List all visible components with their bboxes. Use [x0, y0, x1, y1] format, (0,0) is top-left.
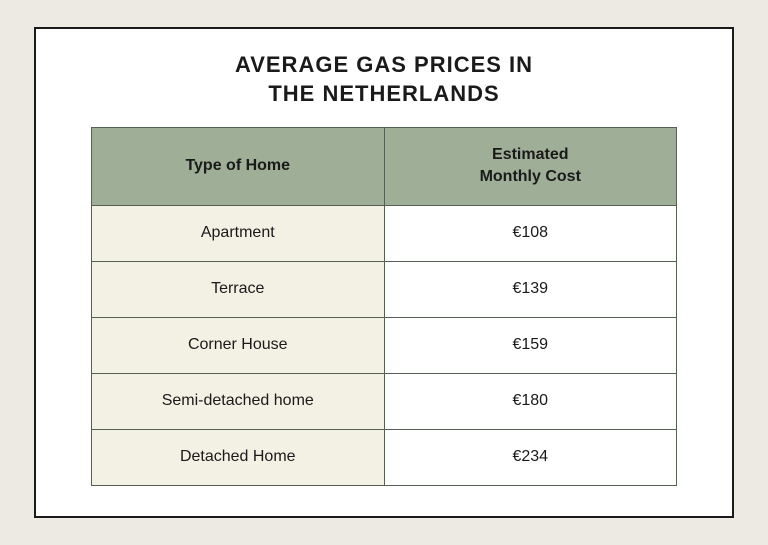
page-title: AVERAGE GAS PRICES IN THE NETHERLANDS — [91, 51, 677, 108]
table-row: Terrace €139 — [92, 261, 677, 317]
cell-type: Semi-detached home — [92, 373, 385, 429]
table-row: Apartment €108 — [92, 205, 677, 261]
header-right-line2: Monthly Cost — [480, 168, 581, 185]
header-right-line1: Estimated — [492, 146, 568, 163]
header-left-text: Type of Home — [185, 157, 290, 174]
cell-type: Detached Home — [92, 429, 385, 485]
title-line-1: AVERAGE GAS PRICES IN — [235, 52, 533, 77]
cell-type: Corner House — [92, 317, 385, 373]
cell-type: Apartment — [92, 205, 385, 261]
title-line-2: THE NETHERLANDS — [268, 81, 499, 106]
cell-cost: €139 — [384, 261, 677, 317]
gas-prices-panel: AVERAGE GAS PRICES IN THE NETHERLANDS Ty… — [34, 27, 734, 517]
cell-cost: €159 — [384, 317, 677, 373]
cell-cost: €180 — [384, 373, 677, 429]
header-type-of-home: Type of Home — [92, 127, 385, 205]
table-header-row: Type of Home Estimated Monthly Cost — [92, 127, 677, 205]
cell-cost: €108 — [384, 205, 677, 261]
cell-cost: €234 — [384, 429, 677, 485]
gas-prices-table: Type of Home Estimated Monthly Cost Apar… — [91, 127, 677, 486]
table-row: Detached Home €234 — [92, 429, 677, 485]
table-row: Corner House €159 — [92, 317, 677, 373]
header-monthly-cost: Estimated Monthly Cost — [384, 127, 677, 205]
cell-type: Terrace — [92, 261, 385, 317]
table-row: Semi-detached home €180 — [92, 373, 677, 429]
